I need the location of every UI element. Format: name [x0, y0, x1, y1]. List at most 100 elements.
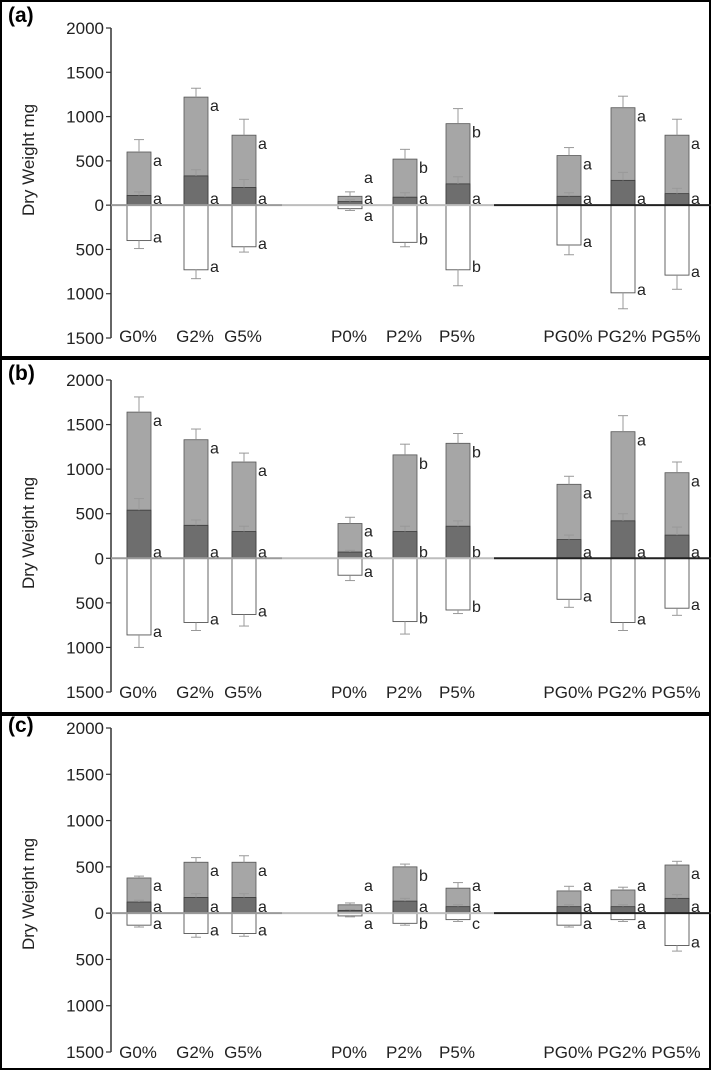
- letter-shoot: a: [210, 98, 219, 115]
- letter-shoot: a: [210, 441, 219, 458]
- letter-shoot: a: [637, 878, 646, 895]
- letter-root: a: [637, 916, 646, 933]
- bar-root: [446, 558, 470, 610]
- letter-root: b: [419, 231, 428, 248]
- panel-c: (c) 2000 1500 1000 500 0 500 1000 1500 Dry Weight…: [0, 714, 711, 1070]
- bar-bulb: [393, 901, 417, 913]
- y-tick-label: 1500: [66, 765, 104, 784]
- bar-root: [665, 558, 689, 608]
- chart-panel-b: (b) 200015001000500050010001500Dry Weight…: [0, 358, 711, 714]
- bar-root: [611, 558, 635, 622]
- chart-panel-c: (c) 2000 1500 1000 500 0 500 1000 1500 Dry Weight…: [0, 714, 711, 1070]
- letter-shoot: a: [153, 413, 162, 430]
- letter-root: a: [364, 564, 373, 581]
- letter-root: a: [258, 236, 267, 253]
- letter-root: a: [691, 935, 700, 952]
- bar-bulb: [184, 525, 208, 558]
- letter-root: b: [472, 259, 481, 276]
- y-tick-label: 500: [76, 950, 104, 969]
- bar-bulb: [446, 184, 470, 205]
- y-tick-label: 1500: [66, 329, 104, 348]
- y-tick-label: 500: [76, 505, 104, 524]
- chart-panel-a: (a)200015001000500050010001500Dry Weight…: [0, 0, 711, 358]
- x-tick-label: G0%: [119, 683, 157, 702]
- bar-bulb: [611, 521, 635, 558]
- letter-shoot: b: [419, 456, 428, 473]
- letter-shoot: a: [583, 485, 592, 502]
- bar-root: [232, 913, 256, 933]
- y-tick-label: 2000: [66, 19, 104, 38]
- bar-root: [446, 205, 470, 270]
- y-axis-title: Dry Weight mg: [19, 838, 38, 950]
- bar-root: [127, 205, 151, 240]
- x-tick-label: PG5%: [651, 327, 700, 346]
- y-tick-label: 1500: [66, 416, 104, 435]
- letter-root: a: [210, 611, 219, 628]
- bar-root: [393, 205, 417, 242]
- bar-bulb: [393, 532, 417, 559]
- letter-shoot: b: [472, 444, 481, 461]
- panel-label: (c): [8, 714, 34, 737]
- y-tick-label: 1500: [66, 1043, 104, 1062]
- x-tick-label: P2%: [386, 683, 422, 702]
- bar-root: [665, 205, 689, 275]
- x-tick-label: PG2%: [597, 1043, 646, 1062]
- x-tick-label: G2%: [176, 683, 214, 702]
- y-tick-label: 500: [76, 858, 104, 877]
- x-tick-label: PG0%: [543, 683, 592, 702]
- letter-shoot: b: [419, 160, 428, 177]
- panel-border: [1, 1, 710, 357]
- letter-shoot: b: [472, 125, 481, 142]
- y-tick-label: 1000: [66, 638, 104, 657]
- bar-bulb: [557, 540, 581, 559]
- x-tick-label: PG2%: [597, 327, 646, 346]
- letter-shoot: a: [637, 109, 646, 126]
- y-tick-label: 2000: [66, 371, 104, 390]
- letter-shoot: a: [364, 523, 373, 540]
- bar-bulb: [393, 197, 417, 205]
- x-tick-label: PG5%: [651, 683, 700, 702]
- letter-shoot: a: [258, 463, 267, 480]
- letter-root: b: [419, 611, 428, 628]
- letter-shoot: b: [419, 868, 428, 885]
- letter-shoot: a: [364, 878, 373, 895]
- letter-root: a: [691, 264, 700, 281]
- x-tick-label: PG0%: [543, 327, 592, 346]
- bar-bulb: [665, 898, 689, 913]
- bar-root: [611, 205, 635, 293]
- letter-shoot: a: [691, 474, 700, 491]
- bar-root: [184, 913, 208, 933]
- bar-bulb: [611, 180, 635, 205]
- panel-label: (a): [8, 4, 34, 27]
- y-tick-label: 500: [76, 240, 104, 259]
- letter-shoot: a: [583, 157, 592, 174]
- letter-shoot: a: [153, 153, 162, 170]
- letter-root: b: [419, 916, 428, 933]
- letter-root: a: [583, 916, 592, 933]
- x-tick-label: PG2%: [597, 683, 646, 702]
- y-tick-label: 1000: [66, 285, 104, 304]
- letter-shoot: a: [472, 878, 481, 895]
- letter-root: a: [364, 916, 373, 933]
- bar-bulb: [232, 187, 256, 205]
- letter-shoot: a: [210, 863, 219, 880]
- bar-bulb: [665, 194, 689, 206]
- x-tick-label: G2%: [176, 1043, 214, 1062]
- bar-root: [184, 558, 208, 622]
- y-tick-label: 0: [95, 904, 104, 923]
- letter-shoot: a: [691, 866, 700, 883]
- x-tick-label: P5%: [439, 327, 475, 346]
- bar-root: [127, 558, 151, 635]
- panel-border: [1, 715, 710, 1069]
- bar-bulb: [127, 510, 151, 558]
- letter-shoot: a: [364, 170, 373, 187]
- bar-bulb: [557, 196, 581, 205]
- y-tick-label: 1500: [66, 683, 104, 702]
- letter-shoot: a: [258, 863, 267, 880]
- letter-root: a: [637, 611, 646, 628]
- bar-root: [184, 205, 208, 270]
- x-tick-label: P0%: [331, 1043, 367, 1062]
- y-tick-label: 0: [95, 549, 104, 568]
- y-axis-title: Dry Weight mg: [19, 477, 38, 589]
